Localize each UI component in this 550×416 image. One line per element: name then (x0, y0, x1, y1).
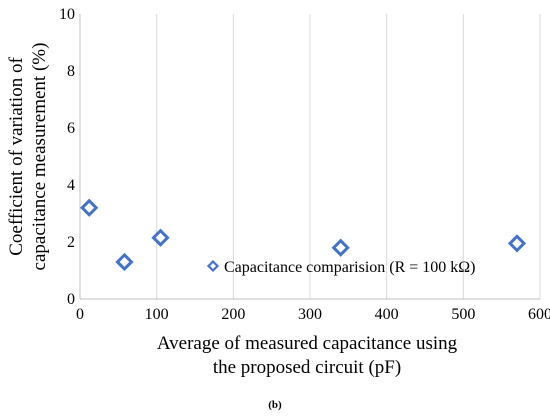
y-tick-label: 4 (67, 177, 75, 194)
x-tick-label: 300 (298, 306, 322, 323)
legend: Capacitance comparision (R = 100 kΩ) (206, 259, 476, 276)
x-tick-labels: 0 100 200 300 400 500 600 (76, 306, 550, 323)
y-tick-label: 10 (59, 6, 75, 23)
y-tick-label: 6 (67, 120, 75, 137)
data-point (151, 228, 170, 247)
figure-caption: (b) (268, 399, 282, 411)
y-tick-labels: 0 2 4 6 8 10 (59, 6, 75, 308)
y-axis-title-line-2: capacitance measurement (%) (29, 43, 50, 271)
x-tick-label: 600 (528, 306, 550, 323)
axes (79, 14, 540, 300)
x-axis-title-line-2: the proposed circuit (pF) (213, 357, 401, 378)
vertical-gridlines (156, 14, 541, 299)
data-points (80, 198, 527, 272)
data-point (331, 238, 350, 257)
y-tick-label: 2 (67, 234, 75, 251)
x-tick-label: 100 (145, 306, 169, 323)
y-axis-title-line-1: Coefficient of variation of (6, 57, 27, 256)
y-tick-label: 0 (67, 291, 75, 308)
x-tick-label: 200 (221, 306, 245, 323)
data-point (80, 198, 99, 217)
x-tick-label: 500 (451, 306, 475, 323)
data-point (507, 234, 527, 253)
data-point (115, 252, 134, 272)
x-tick-label: 0 (76, 306, 84, 323)
legend-marker-diamond (206, 259, 220, 273)
y-tick-label: 8 (67, 63, 75, 80)
x-tick-label: 400 (375, 306, 399, 323)
legend-label: Capacitance comparision (R = 100 kΩ) (224, 259, 476, 276)
x-axis-title-line-1: Average of measured capacitance using (157, 333, 458, 354)
